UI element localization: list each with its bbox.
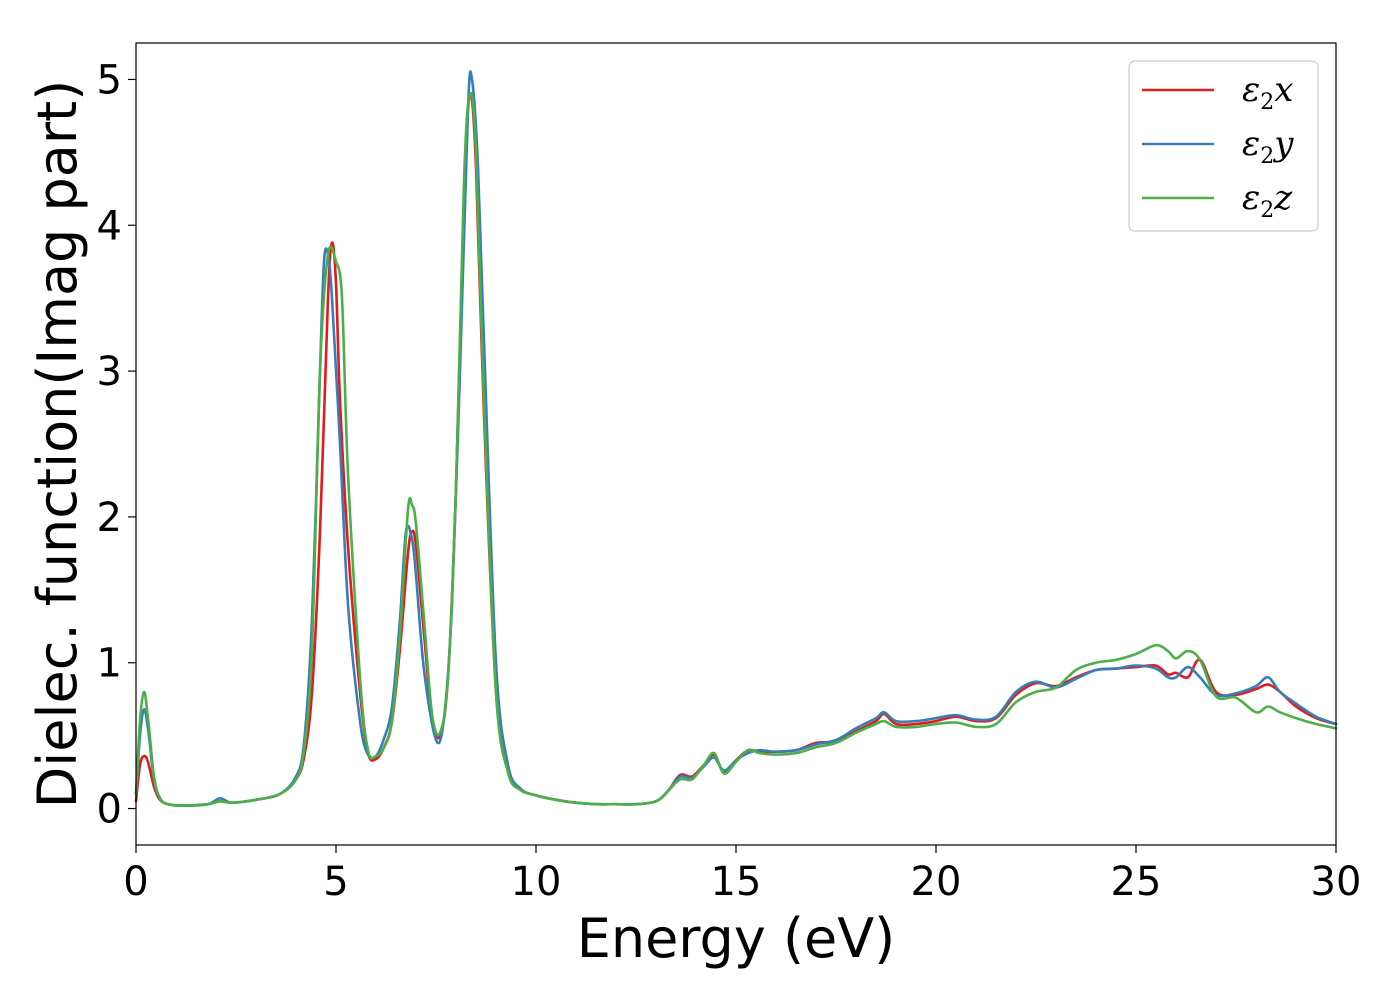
- series-layer: [134, 70, 1338, 807]
- y-axis: 0 1 2 3 4 5: [97, 57, 136, 833]
- legend-label-x: ε2x: [1242, 70, 1293, 115]
- x-tick-label: 10: [511, 859, 562, 905]
- y-tick-label: 0: [97, 787, 122, 833]
- legend-label-y: ε2y: [1242, 124, 1294, 169]
- x-tick-label: 0: [123, 859, 148, 905]
- y-tick-label: 1: [97, 641, 122, 687]
- x-tick-label: 25: [1111, 859, 1162, 905]
- y-tick-label: 4: [97, 203, 122, 249]
- y-tick-label: 3: [97, 349, 122, 395]
- legend: ε2x ε2y ε2z: [1128, 60, 1319, 232]
- y-tick-label: 5: [97, 57, 122, 103]
- x-axis-label: Energy (eV): [577, 907, 896, 970]
- legend-label-z: ε2z: [1242, 178, 1293, 223]
- x-tick-label: 30: [1311, 859, 1362, 905]
- y-axis-label: Dielec. function(Imag part): [26, 80, 89, 809]
- y-tick-label: 2: [97, 495, 122, 541]
- legend-box: [1128, 60, 1319, 232]
- x-axis: 0 5 10 15 20 25 30: [123, 845, 1361, 905]
- x-tick-label: 20: [911, 859, 962, 905]
- series-line-z: [134, 91, 1338, 807]
- x-tick-label: 5: [323, 859, 348, 905]
- x-tick-label: 15: [711, 859, 762, 905]
